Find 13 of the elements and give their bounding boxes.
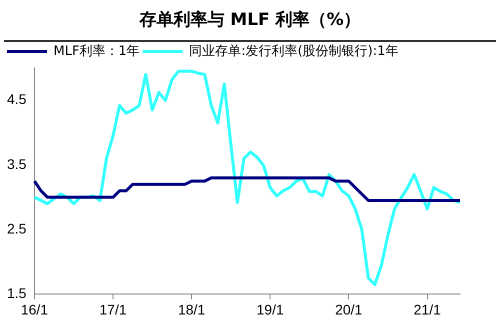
x-tick-label: 17/1 xyxy=(99,301,127,318)
y-tick-label: 3.5 xyxy=(6,156,27,172)
y-tick-label: 1.5 xyxy=(6,285,27,302)
x-tick-label: 20/1 xyxy=(335,301,363,318)
x-tick-label: 19/1 xyxy=(256,301,284,318)
x-tick-label: 18/1 xyxy=(178,301,206,318)
legend-label: MLF利率：1年 xyxy=(54,42,140,59)
y-tick-label: 2.5 xyxy=(6,220,27,236)
x-tick-label: 21/1 xyxy=(414,301,442,318)
chart-title: 存单利率与 MLF 利率（%） xyxy=(4,0,496,42)
x-tick-label: 16/1 xyxy=(20,301,48,318)
legend-label: 同业存单:发行利率(股份制银行):1年 xyxy=(189,42,398,59)
y-tick-label: 4.5 xyxy=(6,91,27,108)
